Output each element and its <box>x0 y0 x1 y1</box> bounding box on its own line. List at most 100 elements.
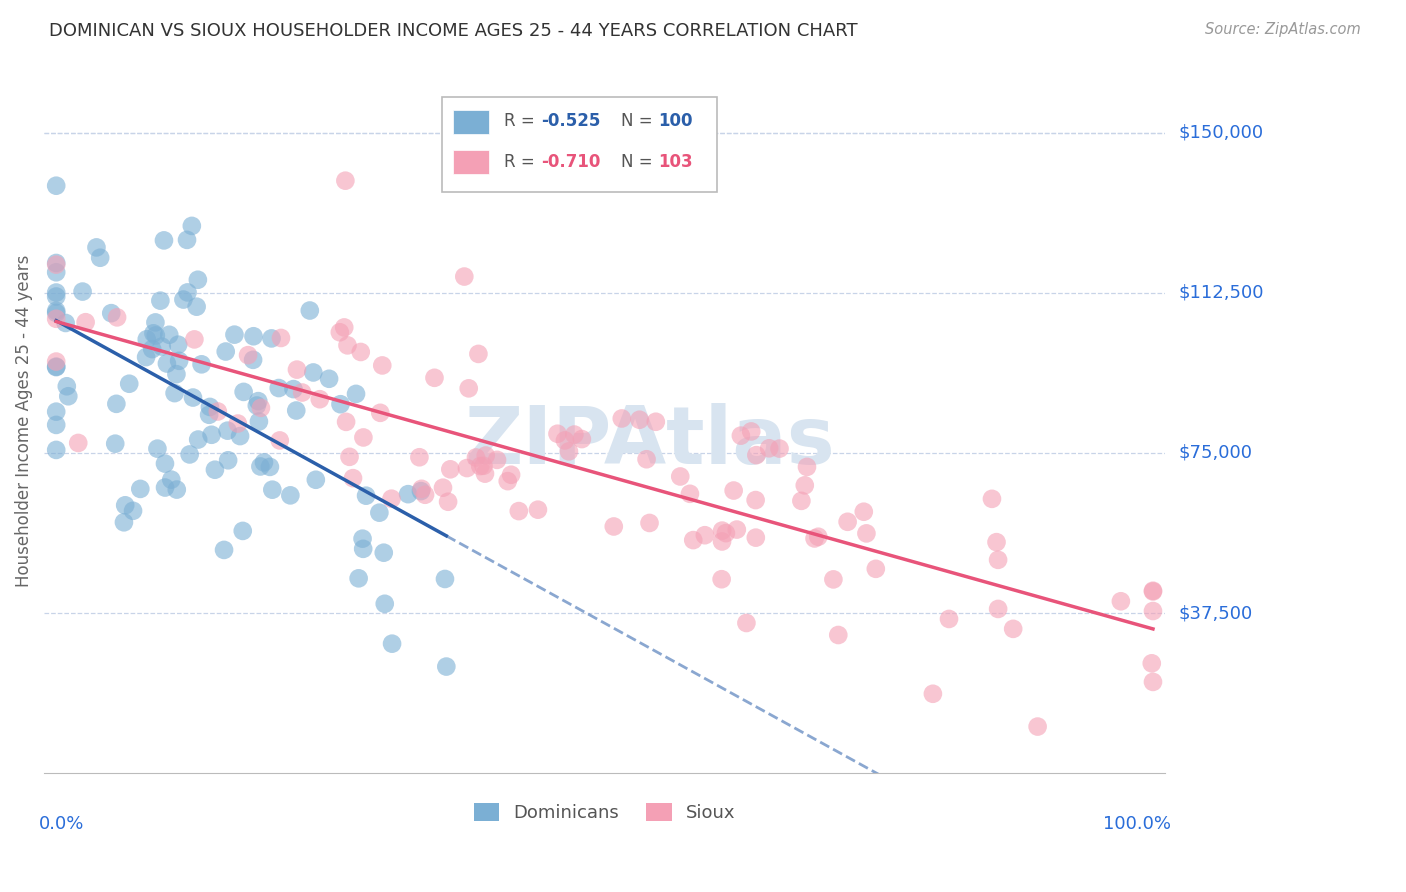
Point <box>172 293 194 307</box>
Point <box>242 352 264 367</box>
Text: $112,500: $112,500 <box>1180 284 1264 301</box>
Point <box>1142 674 1164 689</box>
Point <box>45 442 67 457</box>
Point <box>122 504 145 518</box>
Point <box>45 417 67 432</box>
Text: 0.0%: 0.0% <box>38 815 84 833</box>
Point <box>628 413 651 427</box>
Point <box>141 342 163 356</box>
Point <box>45 256 67 270</box>
Point <box>636 452 658 467</box>
Point <box>45 405 67 419</box>
Point <box>938 612 960 626</box>
Point <box>45 285 67 300</box>
Point <box>347 571 370 585</box>
Point <box>373 546 395 560</box>
Point <box>855 526 877 541</box>
Point <box>711 534 734 549</box>
Point <box>156 357 179 371</box>
Point <box>711 524 734 538</box>
Point <box>725 523 748 537</box>
Point <box>308 392 330 407</box>
Text: 100: 100 <box>658 112 693 130</box>
Point <box>246 399 269 413</box>
Point <box>339 450 361 464</box>
Point <box>433 572 456 586</box>
Point <box>823 573 845 587</box>
Point <box>981 491 1004 506</box>
Point <box>45 258 67 272</box>
Point <box>291 385 314 400</box>
Point <box>163 386 186 401</box>
Point <box>45 289 67 303</box>
Point <box>269 434 291 448</box>
Point <box>638 516 661 530</box>
Point <box>456 461 478 475</box>
Point <box>796 459 818 474</box>
Text: $37,500: $37,500 <box>1180 604 1253 622</box>
Point <box>745 448 768 462</box>
Point <box>135 332 157 346</box>
Point <box>114 498 136 512</box>
Point <box>56 379 79 393</box>
Text: ZIPAtlas: ZIPAtlas <box>464 403 835 481</box>
Point <box>176 285 198 300</box>
Point <box>453 269 475 284</box>
Point <box>693 528 716 542</box>
Point <box>167 337 190 351</box>
Point <box>682 533 704 547</box>
Point <box>723 483 745 498</box>
Text: DOMINICAN VS SIOUX HOUSEHOLDER INCOME AGES 25 - 44 YEARS CORRELATION CHART: DOMINICAN VS SIOUX HOUSEHOLDER INCOME AG… <box>49 22 858 40</box>
Point <box>318 372 340 386</box>
Point <box>333 320 356 334</box>
Point <box>558 444 581 458</box>
Point <box>571 432 593 446</box>
Point <box>67 436 90 450</box>
Point <box>986 535 1008 549</box>
Point <box>112 516 135 530</box>
Point <box>335 174 357 188</box>
Point <box>157 327 180 342</box>
Point <box>298 303 321 318</box>
Point <box>187 433 209 447</box>
Point <box>547 426 569 441</box>
Point <box>1140 657 1163 671</box>
Point <box>190 357 212 371</box>
Point <box>302 366 325 380</box>
Point <box>758 442 780 456</box>
Point <box>262 483 284 497</box>
Point <box>368 506 391 520</box>
Point <box>215 344 238 359</box>
Point <box>344 387 367 401</box>
Point <box>145 315 167 329</box>
Point <box>229 429 252 443</box>
Point <box>413 488 436 502</box>
FancyBboxPatch shape <box>453 110 489 134</box>
Text: 103: 103 <box>658 153 693 170</box>
Point <box>790 493 813 508</box>
Point <box>260 331 283 345</box>
Point <box>75 315 97 329</box>
Point <box>807 530 830 544</box>
Point <box>408 450 430 465</box>
Point <box>129 482 152 496</box>
Point <box>610 411 633 425</box>
Point <box>180 219 202 233</box>
Point <box>198 408 221 422</box>
Point <box>167 354 190 368</box>
Point <box>285 362 308 376</box>
Point <box>267 381 290 395</box>
Point <box>396 487 419 501</box>
Point <box>371 359 394 373</box>
Point <box>226 417 249 431</box>
Point <box>55 316 77 330</box>
Text: R =: R = <box>503 112 540 130</box>
Point <box>100 306 122 320</box>
Point <box>374 597 396 611</box>
Point <box>224 327 246 342</box>
Point <box>259 459 281 474</box>
Point <box>305 473 328 487</box>
Point <box>474 467 496 481</box>
Point <box>247 415 270 429</box>
Point <box>249 459 271 474</box>
